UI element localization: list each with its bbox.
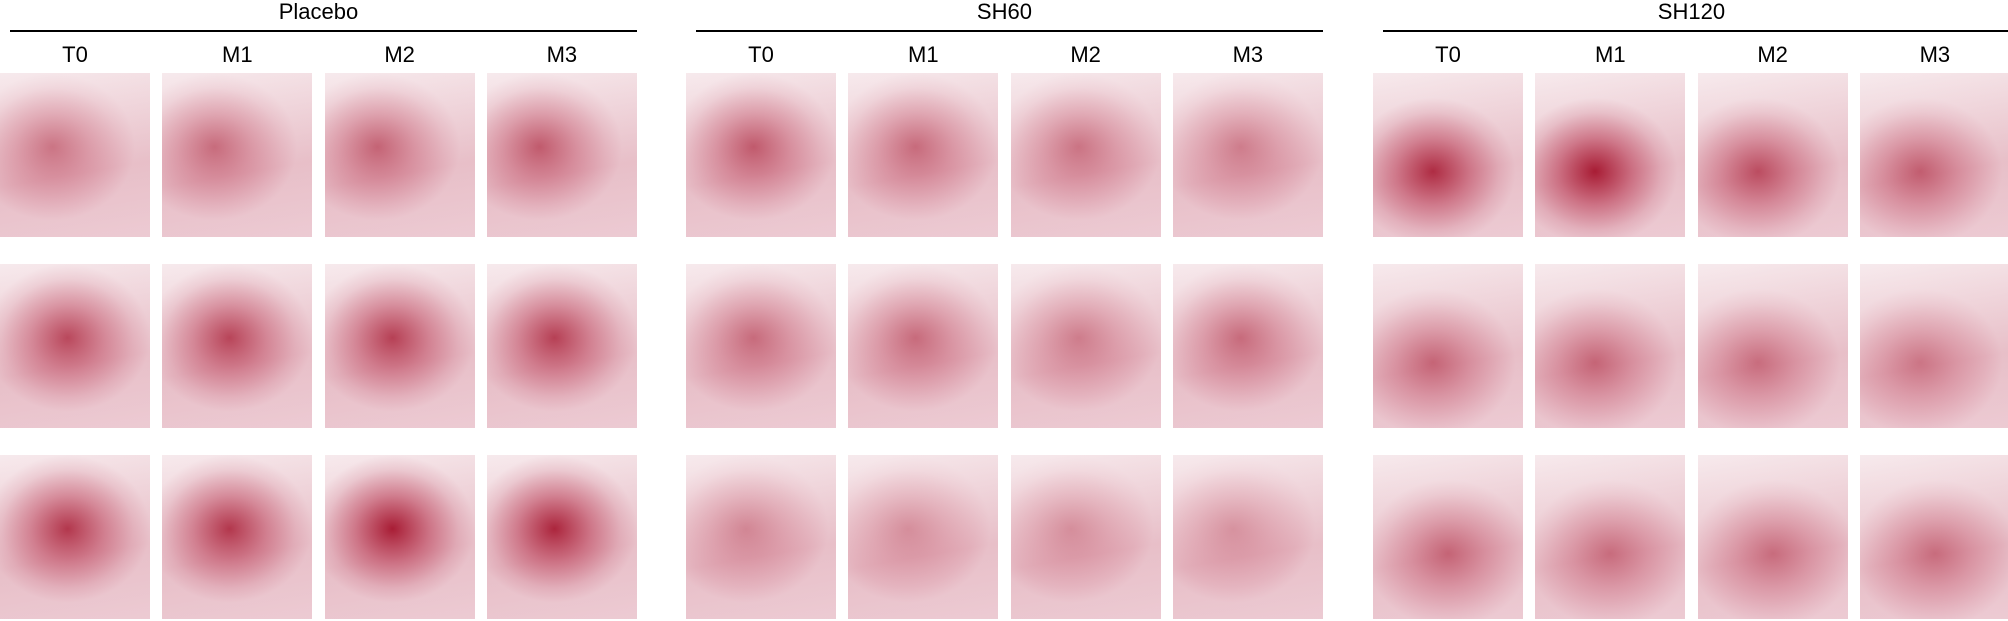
skin-image [0,264,150,428]
skin-image [1010,264,1161,428]
column-label: T0 [62,42,88,67]
column-label: M3 [1232,42,1264,67]
column-label: M1 [222,42,253,67]
skin-image [324,264,475,428]
skin-image [848,264,999,428]
column-label: M2 [1757,42,1788,67]
skin-image [486,455,637,619]
skin-image [848,455,999,619]
skin-image [1373,73,1523,237]
skin-image [1859,264,2008,428]
skin-image [1010,455,1161,619]
skin-image [1172,73,1323,237]
skin-image [1697,264,1848,428]
group-rule [1383,30,2008,32]
column-label: T0 [1435,42,1461,67]
column-label: M1 [908,42,939,67]
skin-image [324,73,475,237]
skin-image [1373,455,1523,619]
skin-image [848,73,999,237]
skin-image [1172,455,1323,619]
group-title: SH120 [1657,0,1726,24]
column-label: M3 [1919,42,1951,67]
skin-image [1010,73,1161,237]
skin-image [0,73,150,237]
skin-image [162,455,313,619]
skin-image [1697,73,1848,237]
skin-image [686,73,836,237]
skin-image [486,264,637,428]
skin-image [1859,455,2008,619]
skin-image [1172,264,1323,428]
group-title: SH60 [976,0,1032,24]
skin-image [686,264,836,428]
skin-image [1697,455,1848,619]
skin-image [1535,455,1686,619]
column-label: M1 [1595,42,1626,67]
skin-image [1373,264,1523,428]
skin-image [1859,73,2008,237]
group-title: Placebo [278,0,359,24]
column-label: M2 [1070,42,1101,67]
group-rule [696,30,1323,32]
column-label: T0 [748,42,774,67]
skin-image [1535,73,1686,237]
skin-image [0,455,150,619]
column-label: M3 [546,42,578,67]
skin-image [686,455,836,619]
skin-image [162,73,313,237]
skin-image [162,264,313,428]
skin-image [486,73,637,237]
group-rule [10,30,637,32]
column-label: M2 [384,42,415,67]
skin-image [324,455,475,619]
skin-image [1535,264,1686,428]
